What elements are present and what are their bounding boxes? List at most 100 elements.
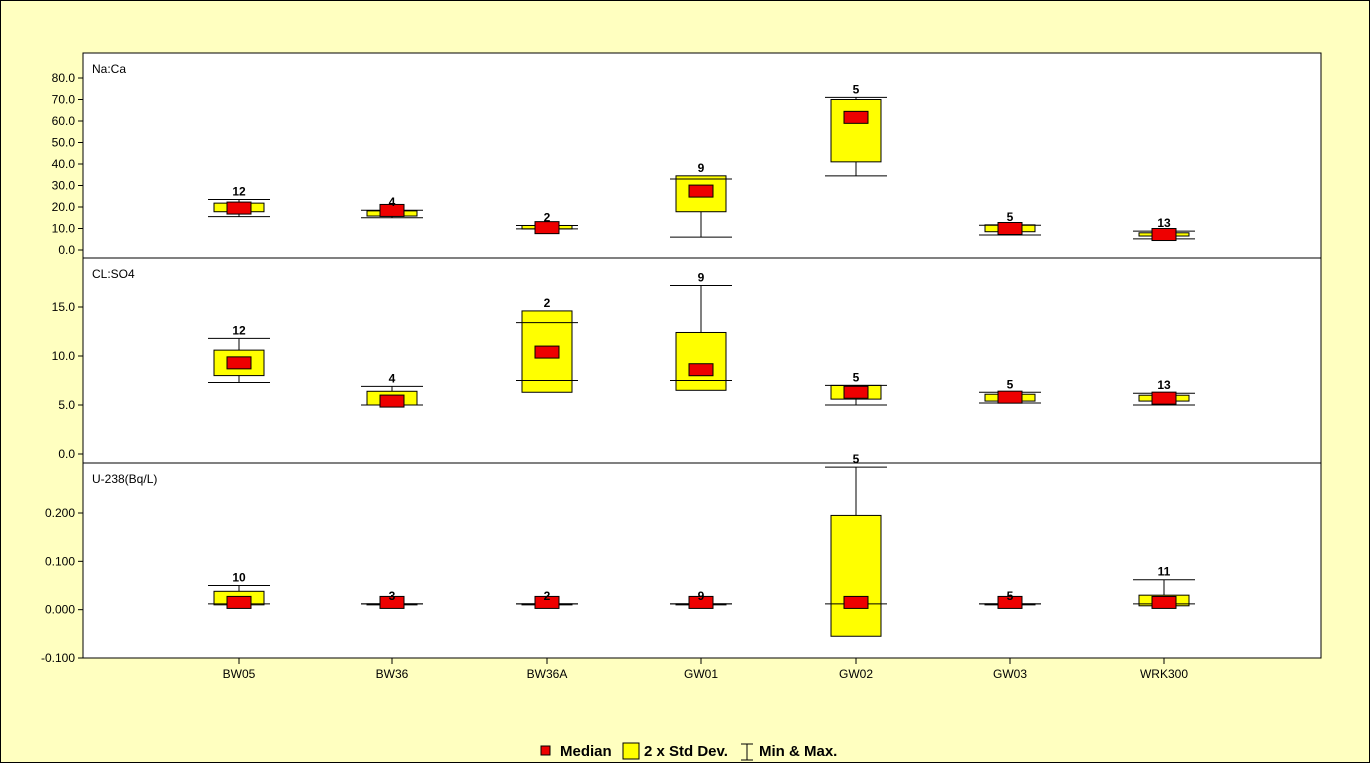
y-tick-label: 10.0 [52, 222, 76, 236]
plot-area [82, 52, 1322, 259]
y-tick-label: 50.0 [52, 136, 76, 150]
count-label: 9 [698, 270, 705, 284]
median-box [534, 221, 560, 235]
box-group-BW36: 4 [361, 195, 423, 219]
count-label: 4 [389, 371, 396, 385]
y-tick-label: 0.200 [45, 506, 75, 520]
box-group-BW36A: 2 [516, 589, 578, 609]
median-box [688, 595, 714, 609]
count-label: 11 [1158, 565, 1171, 579]
y-tick-label: 0.0 [58, 447, 75, 461]
legend: Median 2 x Std Dev. Min & Max. [540, 742, 837, 761]
y-tick-label: 30.0 [52, 179, 76, 193]
count-label: 10 [232, 571, 246, 585]
median-box [1151, 228, 1177, 242]
category-label: GW02 [839, 667, 873, 681]
count-label: 12 [232, 184, 246, 198]
box-group-GW03: 5 [979, 210, 1041, 236]
count-label: 2 [544, 589, 551, 603]
box-group-BW05: 12 [208, 184, 270, 218]
category-label: BW05 [223, 667, 256, 681]
y-tick-label: 20.0 [52, 200, 76, 214]
legend-median-label: Median [560, 743, 612, 760]
category-label: GW03 [993, 667, 1027, 681]
std-box [830, 99, 882, 163]
y-tick-label: 80.0 [52, 71, 76, 85]
count-label: 5 [1007, 210, 1014, 224]
legend-minmax-icon [741, 743, 753, 761]
box-group-GW01: 9 [670, 161, 732, 238]
count-label: 5 [853, 370, 860, 384]
box-group-WRK300: 13 [1133, 216, 1195, 242]
median-box [1151, 595, 1177, 609]
median-box [843, 385, 869, 399]
count-label: 3 [389, 589, 396, 603]
std-box [830, 514, 882, 637]
box-group-BW36A: 2 [516, 210, 578, 235]
panel-label: U-238(Bq/L) [92, 472, 157, 486]
median-box [534, 595, 560, 609]
median-box [379, 203, 405, 217]
box-group-WRK300: 11 [1133, 565, 1195, 609]
legend-median-swatch [540, 745, 551, 756]
legend-minmax-label: Min & Max. [759, 743, 837, 760]
box-group-GW01: 9 [670, 270, 732, 391]
median-box [379, 394, 405, 408]
count-label: 2 [544, 210, 551, 224]
median-box [997, 222, 1023, 235]
box-group-BW36: 4 [361, 371, 423, 408]
y-tick-label: 5.0 [58, 398, 75, 412]
median-box [688, 184, 714, 198]
median-box [997, 390, 1023, 404]
box-group-BW05: 10 [208, 571, 270, 609]
count-label: 13 [1157, 216, 1171, 230]
panel-2: U-238(Bq/L) -0.100 0.000 0.100 0.200 10 3 2 9 5 5 1… [41, 452, 1322, 665]
box-group-BW05: 12 [208, 323, 270, 383]
count-label: 5 [1007, 589, 1014, 603]
std-box [675, 331, 727, 391]
legend-std-swatch [622, 742, 640, 760]
median-box [226, 356, 252, 370]
box-group-GW03: 5 [979, 589, 1041, 609]
plot-area [82, 462, 1322, 659]
count-label: 12 [232, 323, 246, 337]
count-label: 2 [544, 296, 551, 310]
median-box [997, 595, 1023, 609]
y-tick-label: 0.0 [58, 243, 75, 257]
count-label: 5 [853, 452, 860, 466]
y-tick-label: 0.100 [45, 554, 75, 568]
median-box [226, 201, 252, 215]
count-label: 13 [1157, 378, 1171, 392]
count-label: 9 [698, 589, 705, 603]
box-group-GW03: 5 [979, 377, 1041, 404]
y-tick-label: 10.0 [52, 349, 76, 363]
median-box [1151, 391, 1177, 405]
count-label: 9 [698, 161, 705, 175]
y-tick-label: 40.0 [52, 157, 76, 171]
median-box [688, 363, 714, 377]
panel-0: Na:Ca 0.0 10.0 20.0 30.0 40.0 50.0 60.0 70.0 80.0… [52, 52, 1322, 264]
y-tick-label: -0.100 [41, 651, 75, 665]
panel-label: CL:SO4 [92, 267, 135, 281]
category-label: BW36A [527, 667, 568, 681]
panel-label: Na:Ca [92, 62, 126, 76]
box-group-BW36A: 2 [516, 296, 578, 393]
median-box [379, 595, 405, 609]
category-label: GW01 [684, 667, 718, 681]
category-label: BW36 [376, 667, 409, 681]
box-group-GW02: 5 [825, 370, 887, 406]
y-tick-label: 60.0 [52, 114, 76, 128]
y-tick-label: 70.0 [52, 93, 76, 107]
box-group-WRK300: 13 [1133, 378, 1195, 406]
median-box [226, 595, 252, 609]
category-label: WRK300 [1140, 667, 1188, 681]
box-group-BW36: 3 [361, 589, 423, 609]
panels: Na:Ca0.010.020.030.040.050.060.070.080.0… [41, 52, 1322, 665]
legend-std-label: 2 x Std Dev. [644, 743, 728, 760]
y-tick-label: 15.0 [52, 300, 76, 314]
y-tick-label: 0.000 [45, 603, 75, 617]
count-label: 5 [853, 82, 860, 96]
median-box [534, 345, 560, 359]
